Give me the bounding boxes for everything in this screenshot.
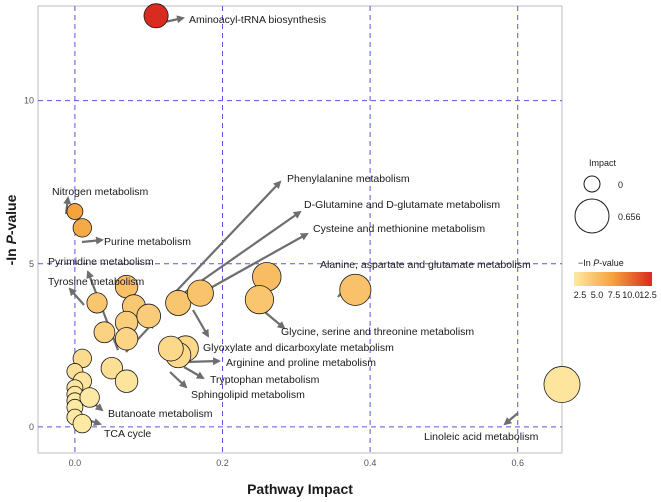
data-point-29 (72, 414, 92, 434)
data-point-22 (114, 369, 139, 393)
x-axis-ticks: 0.0 0.2 0.4 0.6 (69, 458, 524, 468)
label-linoleic: Linoleic acid metabolism (424, 431, 539, 443)
color-legend-title-tail: -value (599, 258, 624, 268)
data-points (66, 3, 581, 434)
size-legend-label-large: 0.656 (618, 212, 641, 222)
label-cysteine: Cysteine and methionine metabolism (313, 223, 485, 235)
color-legend: −In P-value 2.5 5.0 7.5 10.0 12.5 (574, 258, 657, 300)
size-legend-circle-small (583, 175, 601, 193)
y-tick-label: 5 (29, 259, 34, 269)
data-point-21 (100, 357, 123, 380)
data-point-1 (66, 203, 84, 220)
color-legend-bar (574, 272, 652, 286)
size-legend-circle-large (574, 198, 610, 234)
y-axis-title-italic: P (3, 234, 19, 244)
color-legend-tick-label: 2.5 (574, 290, 587, 300)
y-tick-label: 0 (29, 422, 34, 432)
data-point-7 (136, 303, 162, 329)
x-tick-label: 0.4 (364, 458, 377, 468)
color-legend-tick-label: 10.0 (622, 290, 640, 300)
label-phenylalanine: Phenylalanine metabolism (287, 173, 410, 185)
size-legend-label-small: 0 (618, 180, 623, 190)
color-legend-tick-label: 12.5 (639, 290, 657, 300)
arrow-glyoxylate (192, 309, 209, 338)
data-point-0 (143, 3, 169, 29)
label-d-glutamine: D-Glutamine and D-glutamate metabolism (304, 199, 500, 211)
label-arginine: Arginine and proline metabolism (226, 357, 376, 369)
arrow-nitrogen (63, 196, 72, 215)
color-legend-title: −In P-value (578, 258, 624, 268)
data-point-13 (244, 285, 274, 315)
label-tyrosine: Tyrosine metabolism (48, 276, 145, 288)
color-legend-tick-label: 5.0 (591, 290, 604, 300)
data-point-26 (79, 387, 100, 408)
arrow-phenylalanine (165, 180, 282, 303)
label-tca: TCA cycle (104, 428, 151, 440)
x-tick-label: 0.2 (216, 458, 229, 468)
data-point-8 (93, 321, 116, 344)
y-axis-title: -In P-value (3, 194, 19, 265)
label-purine: Purine metabolism (104, 236, 191, 248)
y-tick-label: 10 (24, 96, 34, 106)
arrow-tyrosine (68, 287, 85, 306)
arrow-tryptophan (183, 366, 205, 380)
label-tryptophan: Tryptophan metabolism (210, 374, 320, 386)
data-point-11 (186, 279, 214, 307)
label-butanoate: Butanoate metabolism (108, 408, 213, 420)
y-axis-ticks: 0 5 10 (24, 96, 34, 432)
size-legend-title: Impact (589, 158, 617, 168)
grid-lines (38, 6, 562, 453)
data-point-14 (339, 273, 372, 306)
data-point-2 (72, 218, 92, 238)
label-pyrimidine: Pyrimidine metabolism (48, 256, 154, 268)
color-legend-tick-label: 7.5 (608, 290, 621, 300)
arrow-purine (81, 236, 104, 245)
data-point-17 (157, 335, 184, 362)
label-aminoacyl: Aminoacyl-tRNA biosynthesis (189, 14, 326, 26)
data-point-30 (543, 366, 581, 403)
label-nitrogen: Nitrogen metabolism (52, 186, 149, 198)
arrow-arginine-2 (184, 357, 221, 366)
data-point-10 (165, 289, 192, 316)
label-glycine: Glycine, serine and threonine metabolism (281, 326, 474, 338)
x-tick-label: 0.6 (511, 458, 524, 468)
x-axis-title: Pathway Impact (247, 481, 353, 497)
annotation-labels: Aminoacyl-tRNA biosynthesis Nitrogen met… (48, 14, 539, 443)
data-point-9 (114, 327, 139, 351)
label-alanine: Alanine, aspartate and glutamate metabol… (320, 259, 531, 271)
x-tick-label: 0.0 (69, 458, 82, 468)
data-point-3 (86, 292, 108, 314)
color-legend-title-italic: P (593, 258, 599, 268)
size-legend: Impact 0 0.656 (574, 158, 641, 234)
y-axis-title-main: -In (3, 244, 19, 265)
y-axis-title-tail: -value (3, 194, 19, 235)
label-glyoxylate: Glyoxylate and dicarboxylate metabolism (203, 342, 394, 354)
color-legend-title-main: −In (578, 258, 593, 268)
arrow-sphingolipid (169, 371, 188, 389)
label-sphingolipid: Sphingolipid metabolism (191, 389, 305, 401)
arrow-linoleic (503, 412, 519, 426)
color-legend-ticks: 2.5 5.0 7.5 10.0 12.5 (574, 290, 657, 300)
